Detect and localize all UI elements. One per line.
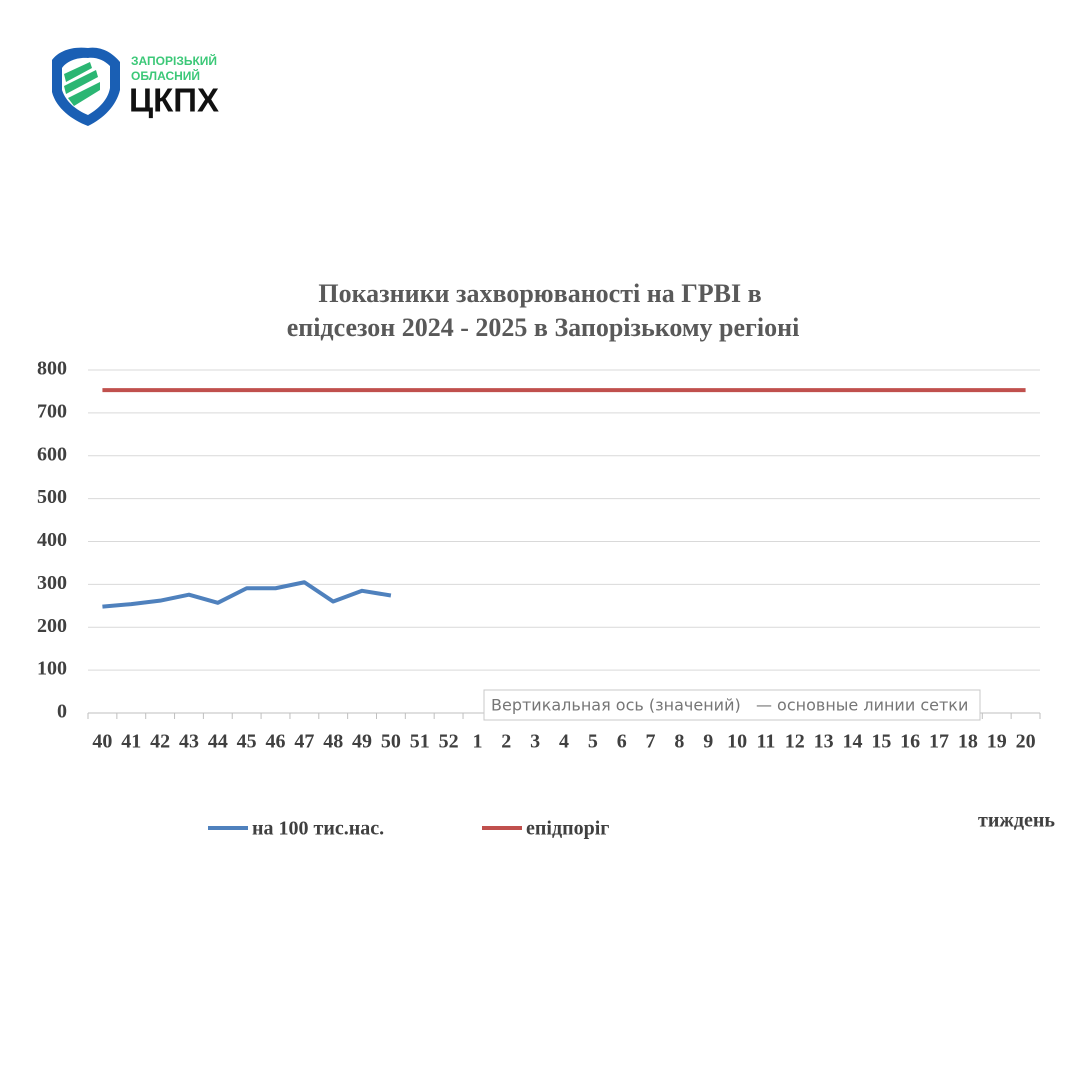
y-tick-label: 500 [37,486,67,508]
x-tick-label: 47 [294,731,314,753]
y-tick-label: 700 [37,400,67,422]
x-tick-label: 6 [617,731,627,753]
x-tick-label: 40 [92,731,112,753]
x-tick-label: 15 [871,731,891,753]
x-tick-label: 4 [559,731,569,753]
logo-name: ЦКПХ [129,82,219,119]
x-tick-label: 48 [323,731,343,753]
x-tick-label: 50 [381,731,401,753]
x-axis-title: тиждень [978,810,1055,832]
tooltip-text: Вертикальная ось (значений) — основные л… [491,696,968,715]
x-tick-label: 13 [814,731,834,753]
logo: ЗАПОРІЗЬКИЙ ОБЛАСНИЙ ЦКПХ [52,47,219,127]
y-tick-label: 400 [37,529,67,551]
logo-stripes [64,62,100,106]
series-line [102,580,392,609]
x-tick-label: 19 [987,731,1007,753]
x-tick-label: 11 [756,731,775,753]
x-tick-label: 51 [410,731,430,753]
x-tick-label: 17 [929,731,949,753]
legend-label: епідпоріг [526,818,609,840]
x-tick-label: 7 [646,731,656,753]
x-tick-label: 42 [150,731,170,753]
tooltip-box [483,689,981,721]
x-tick-label: 41 [121,731,141,753]
x-tick-label: 2 [501,731,511,753]
x-tick-label: 1 [472,731,482,753]
logo-text: ОБЛАСНИЙ [131,68,200,83]
x-tick-label: 44 [208,731,228,753]
y-tick-label: 100 [37,658,67,680]
logo-text: ЗАПОРІЗЬКИЙ [131,53,217,68]
y-tick-label: 0 [57,701,67,723]
chart-title: епідсезон 2024 - 2025 в Запорізькому рег… [287,313,800,342]
x-tick-label: 9 [703,731,713,753]
x-tick-label: 5 [588,731,598,753]
x-tick-label: 43 [179,731,199,753]
x-tick-label: 16 [900,731,920,753]
x-tick-label: 46 [266,731,286,753]
x-tick-label: 45 [237,731,257,753]
chart-title: Показники захворюваності на ГРВІ в [318,279,761,308]
y-tick-label: 200 [37,615,67,637]
y-tick-label: 600 [37,443,67,465]
x-tick-label: 49 [352,731,372,753]
y-tick-label: 800 [37,358,67,380]
x-tick-label: 18 [958,731,978,753]
x-tick-label: 10 [727,731,747,753]
x-tick-label: 52 [439,731,459,753]
x-tick-label: 8 [674,731,684,753]
x-tick-label: 3 [530,731,540,753]
y-tick-label: 300 [37,572,67,594]
legend-label: на 100 тис.нас. [252,818,384,840]
x-tick-label: 12 [785,731,805,753]
x-tick-label: 14 [842,731,862,753]
x-tick-label: 20 [1016,731,1036,753]
